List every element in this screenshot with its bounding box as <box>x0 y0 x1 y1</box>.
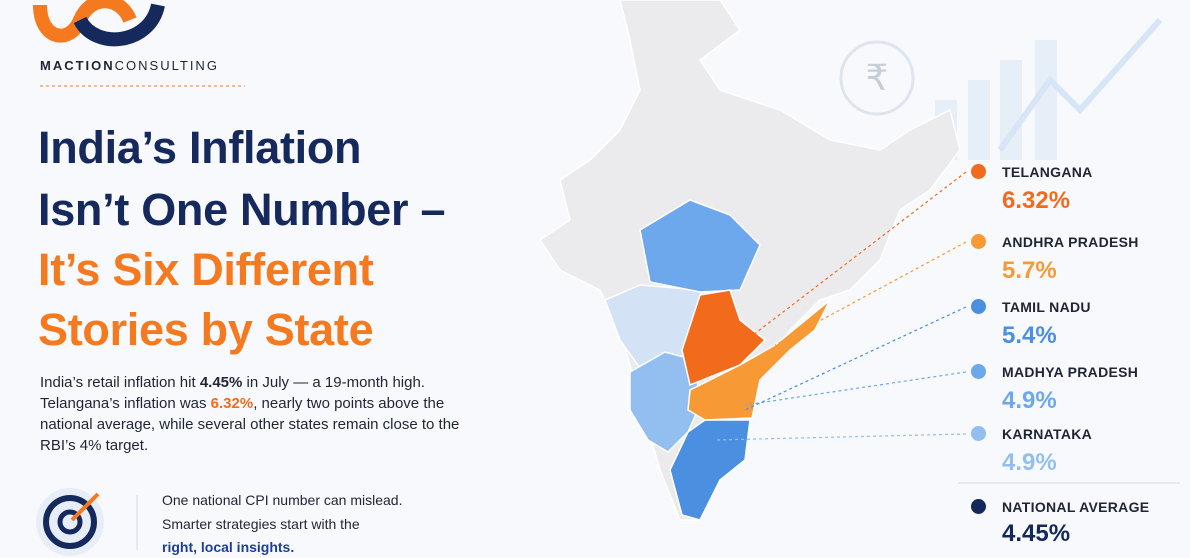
state-value: 5.7% <box>1002 257 1057 284</box>
headline: Isn’t One Number – <box>38 184 446 235</box>
brand-light: CONSULTING <box>114 58 219 73</box>
state-telangana <box>681 289 767 387</box>
india-map <box>538 0 961 521</box>
target-arrow <box>70 492 100 522</box>
state-name: MADHYA PRADESH <box>1002 364 1139 380</box>
headline-accent: Stories by State <box>38 304 374 355</box>
state-name: TAMIL NADU <box>1002 299 1091 315</box>
state-name: KARNATAKA <box>1002 426 1093 442</box>
callout-line: One national CPI number can mislead. <box>162 492 403 508</box>
target-ring <box>43 495 97 549</box>
callout-line: Smarter strategies start with the <box>162 516 360 532</box>
legend-dot <box>971 426 986 441</box>
brand: MACTIONCONSULTING <box>40 58 219 73</box>
logo <box>33 0 165 47</box>
state-value: 5.4% <box>1002 322 1057 349</box>
state-value: 6.32% <box>1002 187 1071 214</box>
headline-accent: It’s Six Different <box>38 244 374 295</box>
state-andhra-pradesh <box>687 299 831 421</box>
state-value: 4.9% <box>1002 449 1057 476</box>
state-name: TELANGANA <box>1002 164 1093 180</box>
target-center <box>57 509 83 535</box>
leader-lines <box>714 171 967 441</box>
legend-dot <box>971 299 986 314</box>
state-name: ANDHRA PRADESH <box>1002 234 1139 250</box>
callout-line: right, local insights. <box>162 539 295 555</box>
intro-segment: 4.45% <box>199 374 243 391</box>
state-madhya-pradesh <box>639 199 761 293</box>
intro-text: India’s retail inflation hit 4.45% in Ju… <box>40 372 460 456</box>
intro-segment: in July — a 19-month high. Telangana’s i… <box>40 374 425 412</box>
legend-dot <box>971 499 986 514</box>
leader-line <box>774 241 967 346</box>
intro-segment: 6.32% <box>210 395 254 412</box>
legend-dot <box>971 234 986 249</box>
leader-line <box>744 371 967 406</box>
leader-line <box>714 433 967 441</box>
rupee-coin <box>839 40 915 116</box>
rupee-symbol: ₹ <box>866 57 889 98</box>
legend-dot <box>971 164 986 179</box>
legend-dot <box>971 364 986 379</box>
leader-line <box>744 306 967 411</box>
headline: India’s Inflation <box>38 122 362 173</box>
brand-bold: MACTION <box>40 58 115 73</box>
chart-decoration <box>935 18 1163 160</box>
state-value: 4.9% <box>1002 387 1057 414</box>
intro-segment: India’s retail inflation hit <box>40 374 200 391</box>
national-value: 4.45% <box>1002 520 1071 547</box>
national-label: NATIONAL AVERAGE <box>1002 499 1150 515</box>
intro-segment: , nearly two points above the national a… <box>40 395 460 454</box>
